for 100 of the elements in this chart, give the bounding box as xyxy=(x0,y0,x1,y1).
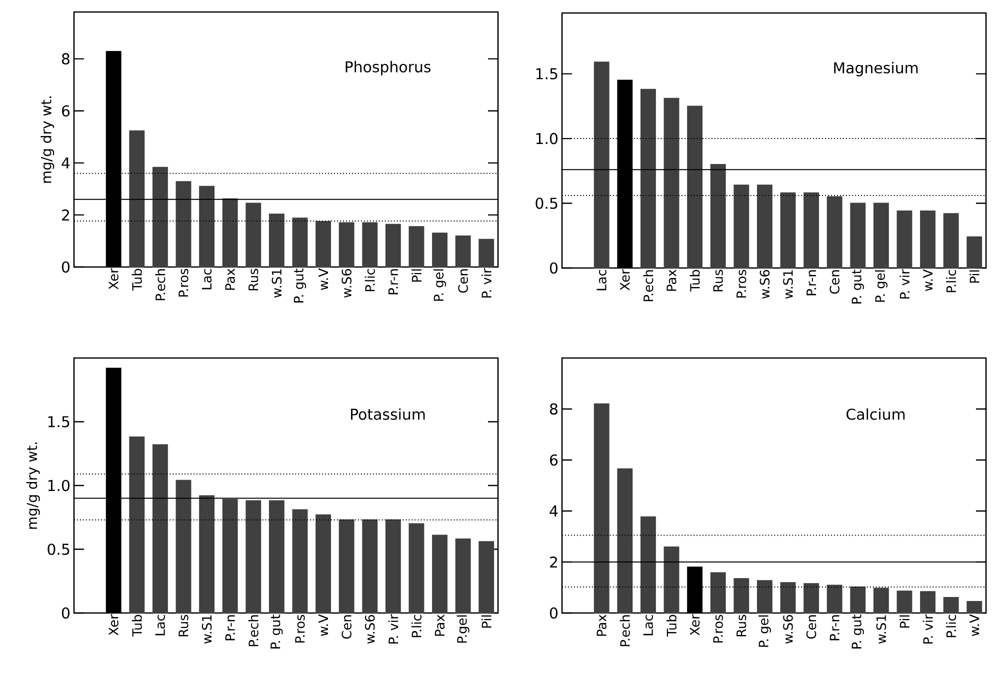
x-tick-label: P. gut xyxy=(852,270,864,304)
x-tick-label: Xer xyxy=(108,268,118,290)
x-tick-label: P. gel xyxy=(758,615,771,647)
bar xyxy=(152,444,168,614)
x-tick-label: w.V xyxy=(318,614,328,636)
x-tick-label: Cen xyxy=(806,615,816,639)
bar xyxy=(385,224,401,268)
x-tick-label: P.ech xyxy=(155,269,166,300)
x-tick-label: P.r-n xyxy=(806,270,816,296)
bar xyxy=(850,202,866,268)
bar xyxy=(176,181,192,268)
x-tick-label: Pax xyxy=(434,614,445,636)
bar xyxy=(780,192,796,268)
x-tick-label: Pil xyxy=(412,269,422,282)
bar xyxy=(826,196,842,268)
bar xyxy=(129,436,145,614)
y-tick-label: 6 xyxy=(550,454,558,466)
bar xyxy=(710,572,726,614)
bar xyxy=(873,588,889,614)
bar xyxy=(362,222,378,268)
bar xyxy=(640,516,656,614)
x-tick-label: Cen xyxy=(458,269,468,293)
x-tick-label: P.r-n xyxy=(225,615,235,640)
bar xyxy=(710,164,726,268)
x-tick-label: P. vir xyxy=(900,269,910,299)
x-tick-label: Lac xyxy=(596,270,606,290)
x-tick-label: P.gel xyxy=(456,615,470,643)
y-tick-label: 2 xyxy=(550,556,557,568)
x-tick-label: P.ros xyxy=(736,270,746,298)
bar xyxy=(316,220,331,268)
x-tick-label: P. gut xyxy=(270,614,283,648)
bar xyxy=(594,403,610,614)
x-tick-label: P.lic xyxy=(946,270,956,292)
x-tick-label: Pil xyxy=(969,270,980,283)
bar xyxy=(640,88,656,268)
y-tick-label: 0 xyxy=(62,607,70,619)
x-tick-label: Rus xyxy=(178,614,188,636)
x-tick-label: w.S6 xyxy=(760,270,770,299)
bar xyxy=(292,509,308,614)
x-tick-label: Rus xyxy=(248,268,258,290)
bar xyxy=(920,591,936,614)
bar xyxy=(756,184,772,268)
x-tick-label: P. gel xyxy=(874,270,888,302)
x-tick-label: P.ech xyxy=(248,615,258,646)
bar xyxy=(687,106,703,268)
bar xyxy=(850,586,866,614)
y-tick-label: 1.5 xyxy=(48,416,70,428)
x-tick-label: w.S1 xyxy=(272,269,282,298)
bar xyxy=(385,519,401,614)
y-tick-label: 1.0 xyxy=(48,480,70,492)
x-tick-label: w.S1 xyxy=(783,270,793,299)
y-tick-label: 2 xyxy=(62,209,69,220)
y-tick-label: 6 xyxy=(62,105,70,117)
x-tick-label: P. vir xyxy=(388,614,398,644)
x-tick-label: P. vir xyxy=(922,614,933,644)
bar xyxy=(176,480,192,614)
x-tick-label: P.lic xyxy=(946,614,956,638)
bar xyxy=(896,210,912,268)
x-tick-label: Xer xyxy=(108,614,118,636)
bar xyxy=(316,514,331,614)
bar xyxy=(408,523,424,614)
bar xyxy=(129,130,145,268)
x-tick-label: P. gut xyxy=(294,268,306,302)
y-tick-label: 8 xyxy=(62,53,70,64)
x-tick-label: Cen xyxy=(830,270,840,294)
x-tick-label: P. gut xyxy=(852,614,864,648)
x-tick-label: Lac xyxy=(643,615,654,636)
x-tick-label: w.S1 xyxy=(876,615,886,644)
x-tick-label: Lac xyxy=(155,615,166,636)
bar xyxy=(455,236,471,268)
bar xyxy=(594,62,610,268)
bar xyxy=(199,186,215,268)
y-tick-label: 1.5 xyxy=(536,68,558,80)
x-tick-label: Rus xyxy=(713,270,723,292)
bar xyxy=(268,214,284,268)
x-tick-label: P.ros xyxy=(295,614,305,643)
x-tick-label: w.S1 xyxy=(202,615,212,644)
text: Potassium xyxy=(351,408,425,420)
x-tick-label: Cen xyxy=(342,615,352,639)
x-tick-label: P. gel xyxy=(433,269,446,301)
bar xyxy=(246,500,262,614)
x-tick-label: Pax xyxy=(596,614,606,636)
bar xyxy=(734,184,750,268)
bar xyxy=(756,580,772,614)
bar xyxy=(804,192,820,268)
bar xyxy=(896,590,912,614)
bar xyxy=(966,236,982,268)
y-tick-label: 0 xyxy=(550,607,558,619)
x-tick-label: Tub xyxy=(132,614,142,637)
bar xyxy=(664,98,680,268)
bar xyxy=(199,495,215,614)
y-tick-label: 0 xyxy=(62,261,70,273)
bar xyxy=(664,546,680,614)
bar xyxy=(826,584,842,614)
bar xyxy=(873,202,889,268)
y-tick-label: 1.0 xyxy=(536,132,558,144)
y-axis-title: mg/g dry wt. xyxy=(26,442,40,529)
y-tick-label: 4 xyxy=(550,506,558,516)
y-axis-title: mg/g dry wt. xyxy=(40,96,54,183)
y-tick-label: 0.5 xyxy=(48,544,70,555)
